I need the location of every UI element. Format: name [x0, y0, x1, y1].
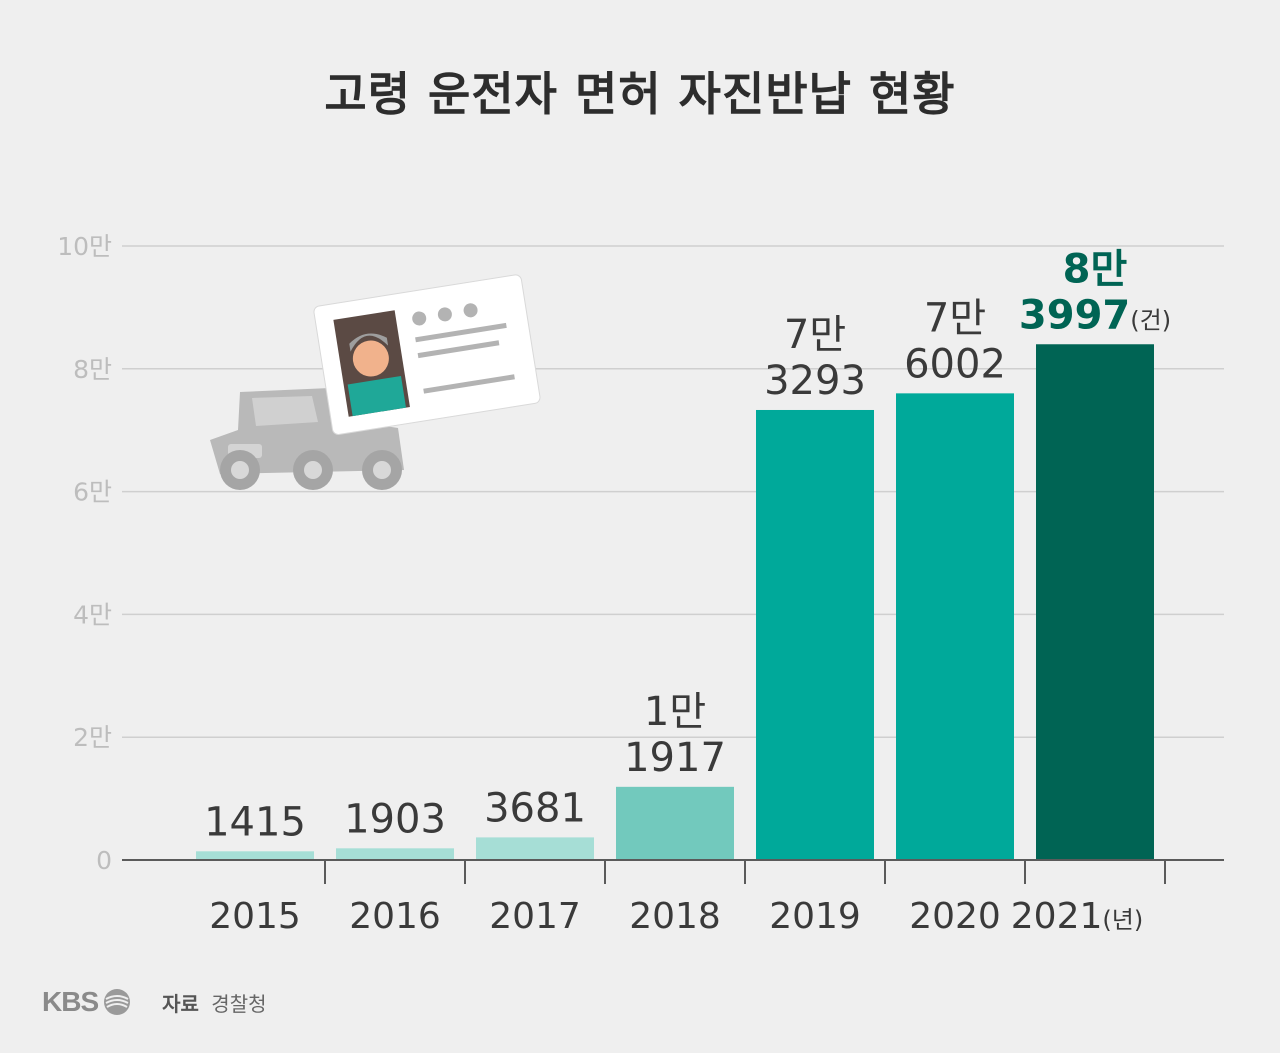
value-label: 1415 — [204, 799, 306, 845]
kbs-mark-icon — [104, 989, 131, 1015]
x-tick-label: 2015 — [209, 896, 301, 937]
value-label: 7만 — [784, 312, 846, 358]
bar-2021 — [1036, 344, 1154, 860]
y-tick-label: 8만 — [73, 355, 112, 384]
value-label: 6002 — [904, 341, 1006, 387]
y-tick-label: 10만 — [57, 232, 112, 261]
bar-2015 — [196, 851, 314, 860]
x-tick-label: 2018 — [629, 896, 721, 937]
x-tick-label: 2020 — [909, 896, 1001, 937]
y-tick-label: 4만 — [73, 600, 112, 629]
value-label: 3997(건) — [1019, 292, 1171, 338]
value-label: 3293 — [764, 358, 866, 404]
kbs-logo-text: KBS — [42, 986, 99, 1017]
kbs-logo: KBS — [42, 986, 132, 1018]
x-tick-label: 2021(년) — [1011, 896, 1143, 937]
source-value: 경찰청 — [211, 991, 267, 1016]
value-label: 1903 — [344, 796, 446, 842]
y-axis-ticks: 0 2만 4만 6만 8만 10만 — [57, 232, 112, 875]
value-label: 1917 — [624, 735, 726, 781]
bar-2017 — [476, 837, 594, 860]
bars — [196, 344, 1154, 860]
bar-2020 — [896, 393, 1014, 860]
value-label: 7만 — [924, 295, 986, 341]
x-tick-label: 2016 — [349, 896, 441, 937]
bar-2016 — [336, 848, 454, 860]
license-card-icon — [313, 274, 541, 435]
x-unit: (년) — [1102, 906, 1143, 934]
bar-2019 — [756, 409, 874, 860]
car-icon — [210, 388, 404, 490]
value-label: 8만 — [1063, 246, 1128, 292]
value-label: 3681 — [484, 785, 586, 831]
chart-title: 고령 운전자 면허 자진반납 현황 — [324, 67, 956, 121]
y-tick-label: 0 — [96, 846, 112, 875]
bar-2018 — [616, 786, 734, 860]
footer: KBS 자료 경찰청 — [42, 982, 267, 1022]
value-unit: (건) — [1130, 306, 1171, 334]
value-label: 1만 — [644, 689, 706, 735]
x-tick-label: 2017 — [489, 896, 581, 937]
y-tick-label: 6만 — [73, 478, 112, 507]
x-axis-ticks: 2015 2016 2017 2018 2019 2020 2021(년) — [209, 860, 1166, 937]
source-label: 자료 — [162, 991, 199, 1016]
car-license-illustration — [210, 274, 541, 490]
source-credit: 자료 경찰청 — [162, 988, 266, 1017]
x-tick-label: 2019 — [769, 896, 861, 937]
y-tick-label: 2만 — [73, 723, 112, 752]
